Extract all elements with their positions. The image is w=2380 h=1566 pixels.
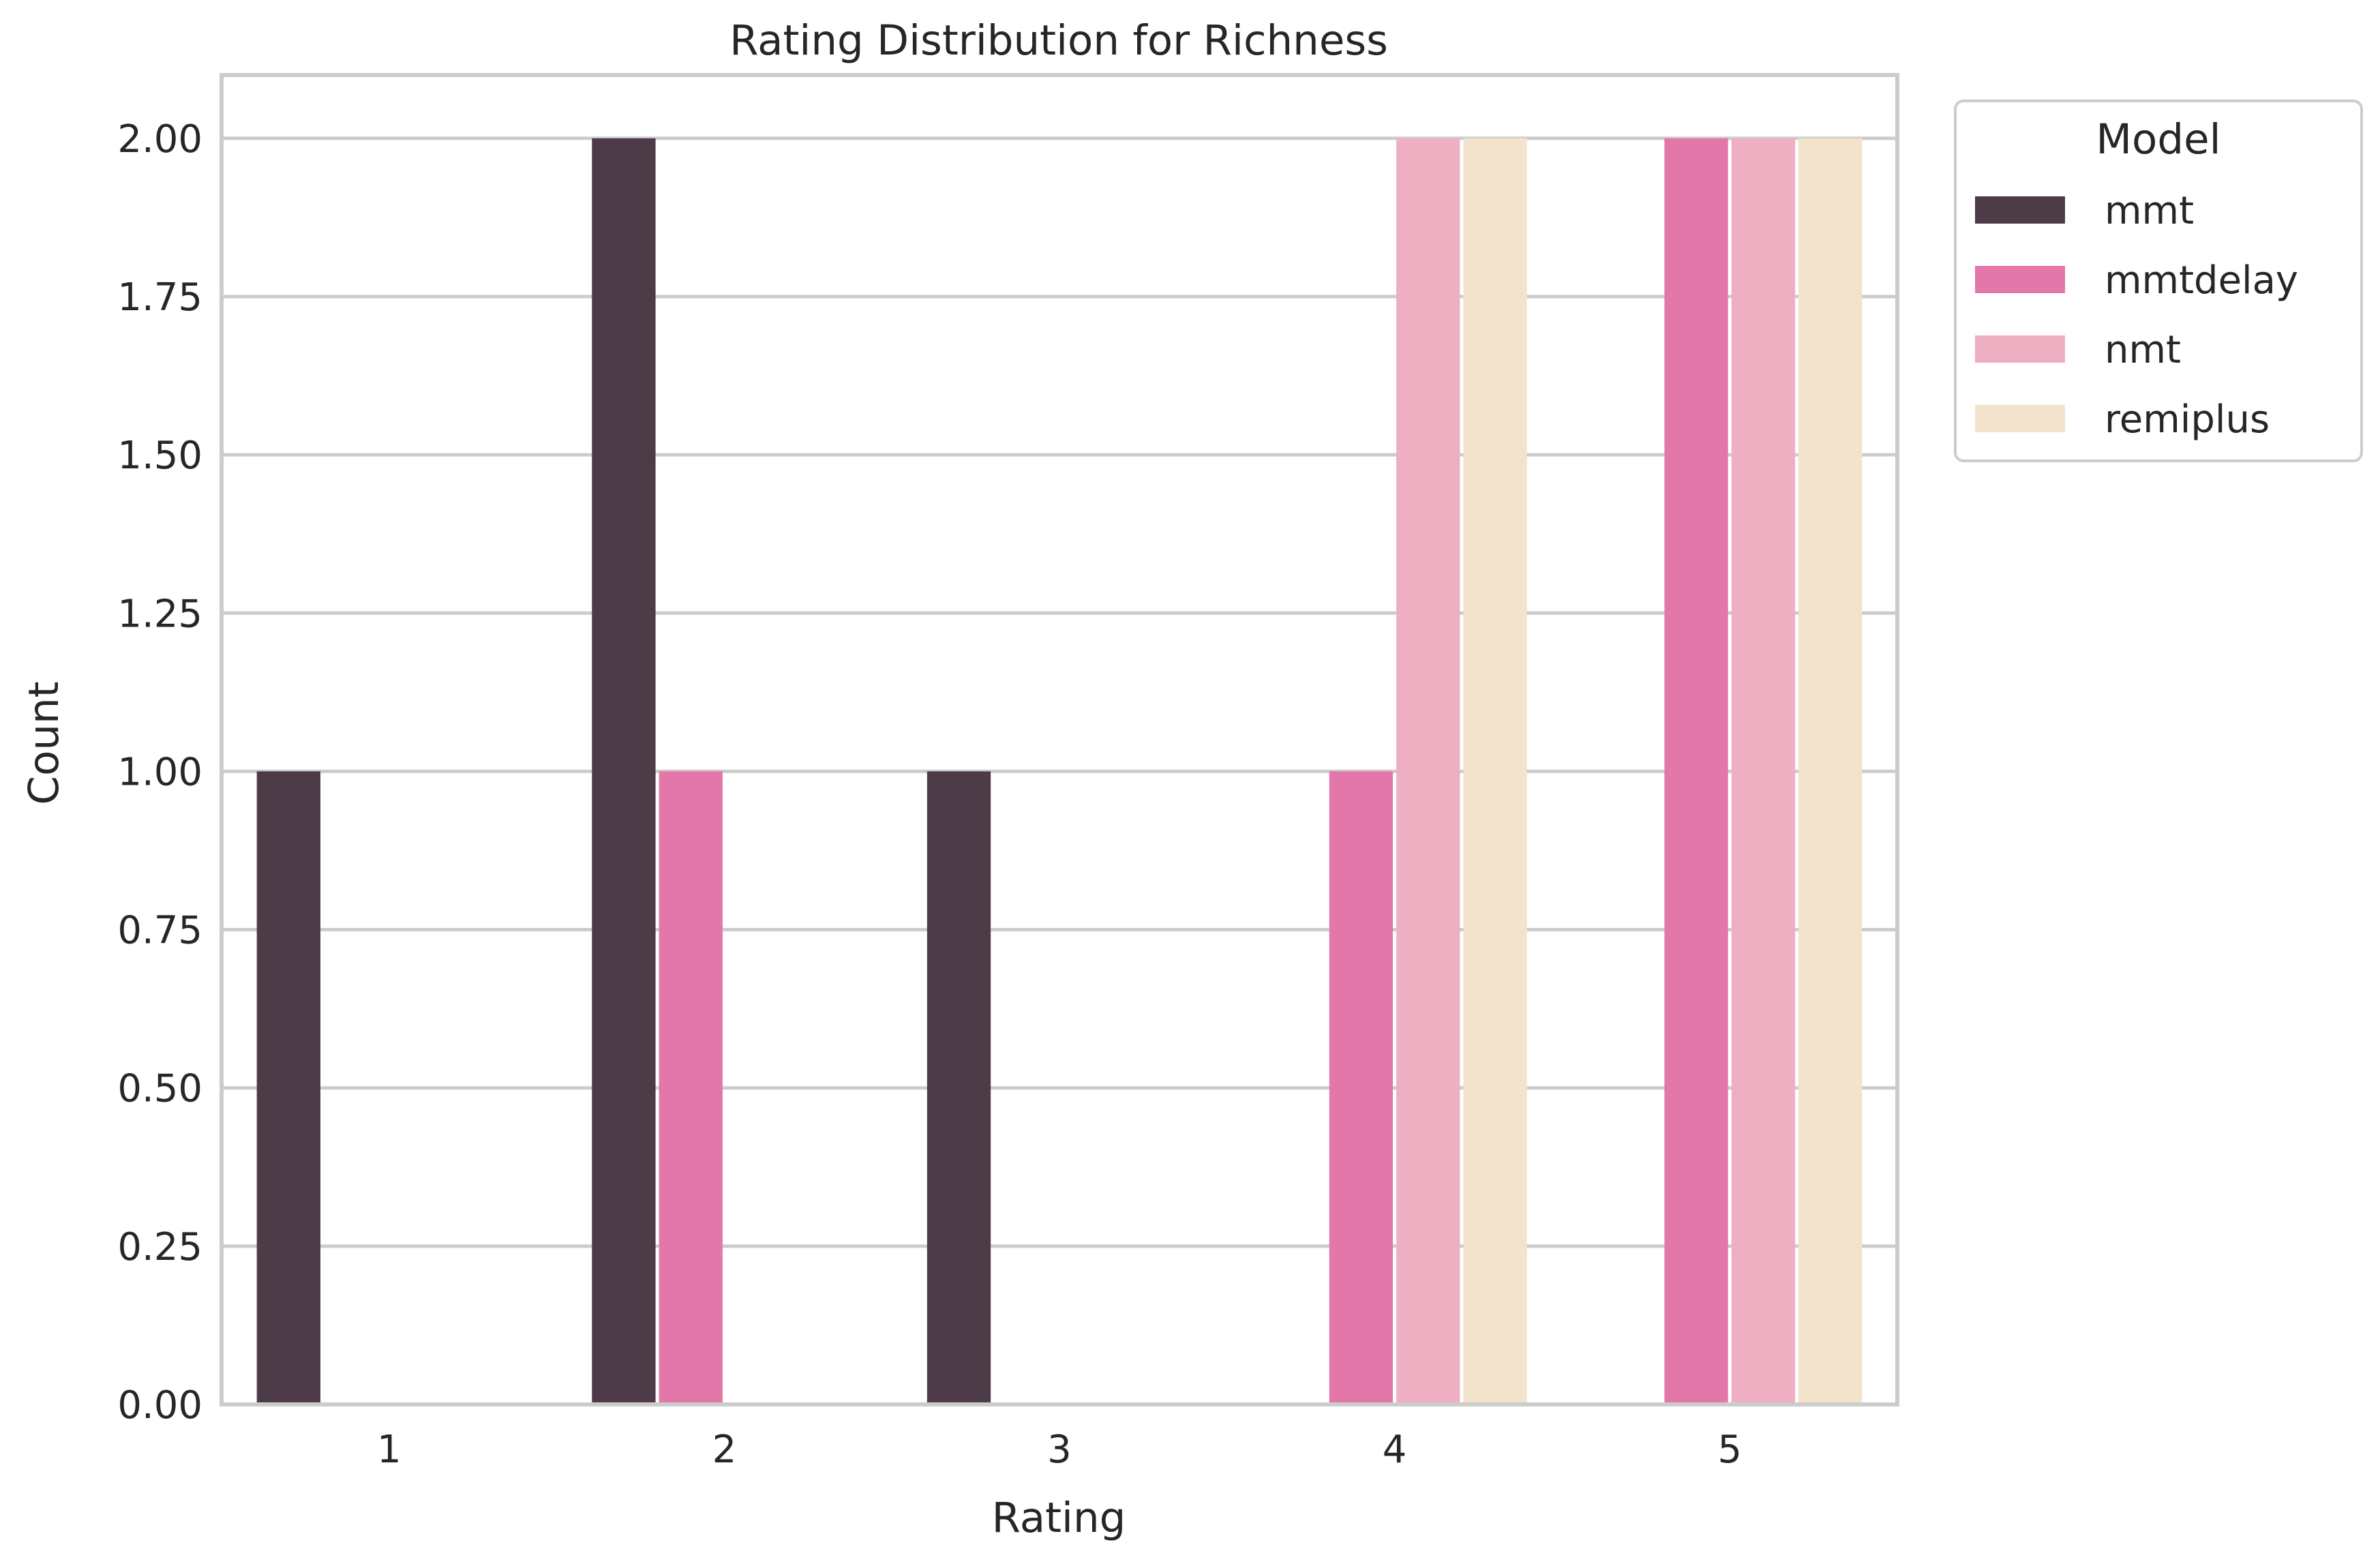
- y-tick-label: 2.00: [117, 117, 202, 162]
- bar-mmtdelay-rating-4: [1329, 771, 1394, 1404]
- x-axis-ticks: 1 2 3 4 5: [377, 1428, 1742, 1472]
- x-tick-label: 2: [712, 1428, 737, 1472]
- x-tick-label: 4: [1383, 1428, 1407, 1472]
- y-tick-label: 0.75: [117, 909, 202, 953]
- legend-label-mmt: mmt: [2105, 189, 2194, 233]
- plot-frame: [220, 73, 1899, 1406]
- legend-label-remiplus: remiplus: [2105, 397, 2270, 442]
- y-tick-label: 1.25: [117, 592, 202, 636]
- legend: Model mmt mmtdelay nmt remiplus: [1954, 100, 2363, 462]
- bar-nmt-rating-5: [1731, 138, 1796, 1404]
- x-tick-label: 5: [1717, 1428, 1742, 1472]
- bar-remiplus-rating-5: [1798, 138, 1863, 1404]
- y-tick-label: 1.75: [117, 275, 202, 320]
- bar-mmtdelay-rating-5: [1664, 138, 1728, 1404]
- y-tick-label: 0.25: [117, 1225, 202, 1269]
- bar-mmt-rating-2: [592, 138, 656, 1404]
- bar-remiplus-rating-4: [1463, 138, 1527, 1404]
- bar-nmt-rating-4: [1396, 138, 1460, 1404]
- legend-swatch-mmtdelay: [1975, 266, 2065, 293]
- y-axis-ticks: 0.00 0.25 0.50 0.75 1.00 1.25 1.50 1.75 2.00: [117, 117, 202, 1428]
- bar-mmtdelay-rating-2: [659, 771, 723, 1404]
- bars: [256, 138, 1863, 1404]
- y-axis-label: Count: [20, 681, 68, 804]
- legend-label-nmt: nmt: [2105, 328, 2181, 372]
- legend-swatch-nmt: [1975, 335, 2065, 363]
- y-tick-label: 1.50: [117, 434, 202, 478]
- y-tick-label: 0.00: [117, 1383, 202, 1428]
- bar-mmt-rating-3: [927, 771, 991, 1404]
- bar-mmt-rating-1: [256, 771, 320, 1404]
- legend-title: Model: [2096, 115, 2220, 164]
- legend-label-mmtdelay: mmtdelay: [2105, 258, 2298, 303]
- y-tick-label: 0.50: [117, 1067, 202, 1111]
- legend-swatch-remiplus: [1975, 405, 2065, 432]
- y-tick-label: 1.00: [117, 750, 202, 794]
- x-tick-label: 1: [377, 1428, 402, 1472]
- legend-swatch-mmt: [1975, 196, 2065, 224]
- chart-title: Rating Distribution for Richness: [729, 16, 1388, 65]
- x-tick-label: 3: [1047, 1428, 1072, 1472]
- x-axis-label: Rating: [992, 1494, 1126, 1542]
- legend-box: [1954, 100, 2363, 462]
